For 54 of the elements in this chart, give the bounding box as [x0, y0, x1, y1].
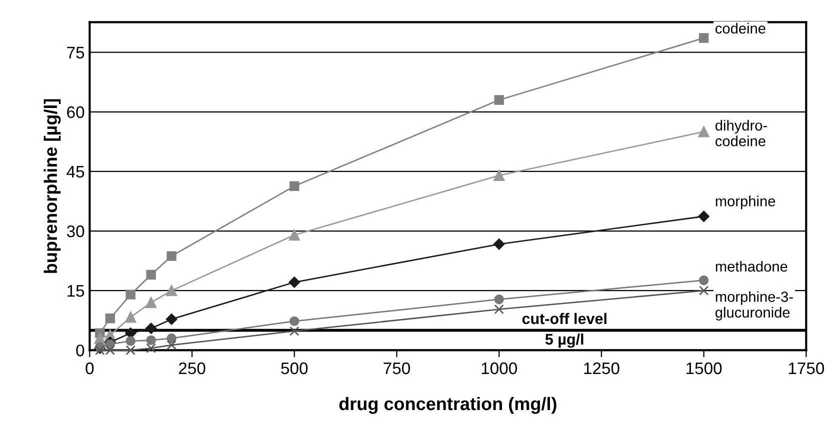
point [146, 343, 156, 354]
point [698, 275, 709, 286]
point [290, 181, 300, 192]
annotation: 5 µg/l [545, 333, 584, 348]
series-label: morphine [716, 196, 776, 210]
point [145, 322, 157, 334]
x-tick-label: 1500 [686, 362, 722, 374]
y-tick-label: 15 [68, 285, 84, 297]
point [288, 276, 300, 288]
point [126, 290, 136, 300]
series-label: dihydro- codeine [716, 120, 767, 146]
y-tick-label: 0 [76, 344, 84, 356]
point [494, 304, 504, 314]
point [698, 126, 710, 138]
y-axis-title: buprenorphine [µg/l] [44, 99, 61, 273]
x-tick-label: 750 [384, 362, 410, 374]
series-label: methadone [716, 260, 788, 272]
point [288, 229, 300, 241]
point [493, 238, 505, 250]
x-tick-label: 1750 [788, 362, 824, 374]
point [126, 336, 136, 346]
point [290, 326, 300, 336]
point [125, 312, 136, 323]
series-label: codeine [716, 22, 766, 34]
point [94, 332, 106, 344]
point [698, 286, 709, 296]
y-tick-label: 30 [66, 225, 84, 238]
y-tick-label: 45 [66, 166, 84, 178]
x-axis-title: drug concentration (mg/l) [339, 396, 556, 414]
point [494, 95, 504, 105]
point [146, 270, 156, 280]
y-tick-label: 75 [67, 46, 84, 59]
point [166, 285, 178, 296]
point [698, 33, 709, 43]
point [166, 314, 178, 325]
x-tick-label: 1000 [482, 362, 517, 374]
x-tick-label: 250 [178, 362, 206, 374]
point [105, 314, 115, 324]
point [166, 251, 176, 261]
point [290, 316, 300, 326]
point [494, 170, 505, 181]
point [126, 345, 136, 356]
series-label: morphine-3- glucuronide [716, 291, 793, 321]
ref-line-label: cut-off level [522, 312, 606, 324]
point [166, 333, 176, 344]
point [146, 335, 156, 346]
point [698, 210, 710, 222]
point [494, 294, 504, 304]
point [146, 296, 157, 308]
x-tick-label: 500 [281, 362, 308, 374]
point [166, 340, 176, 350]
x-tick-label: 1250 [584, 362, 620, 374]
x-tick-label: 0 [86, 362, 94, 374]
y-tick-label: 60 [67, 106, 84, 118]
